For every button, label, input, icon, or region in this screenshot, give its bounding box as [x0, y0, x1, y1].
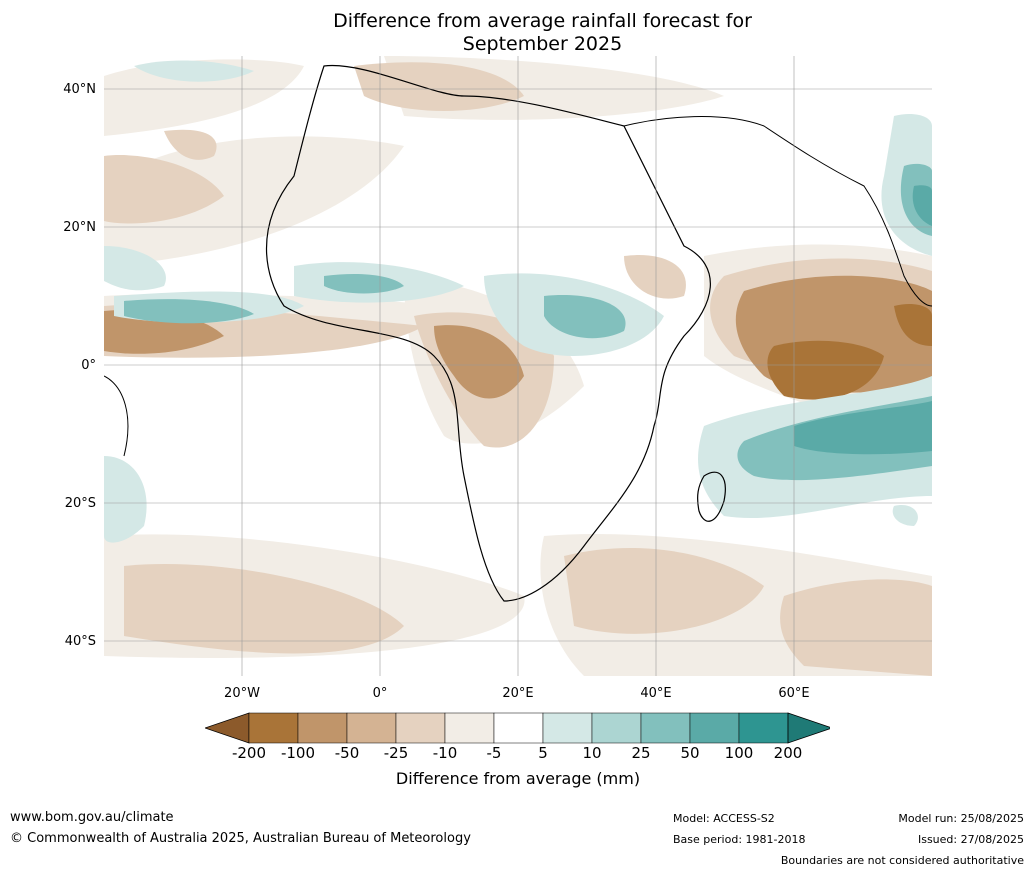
colorbar-segment: [444, 712, 495, 744]
africa-outline: [104, 64, 932, 602]
footer-copyright: © Commonwealth of Australia 2025, Austra…: [10, 831, 471, 846]
map-title: Difference from average rainfall forecas…: [230, 10, 855, 56]
colorbar-tick-label: -200: [231, 744, 267, 762]
footer-disclaimer: Boundaries are not considered authoritat…: [780, 854, 1024, 867]
colorbar-segment: [591, 712, 642, 744]
lat-label-40s: 40°S: [64, 634, 96, 649]
colorbar-segment: [738, 712, 789, 744]
colorbar-tick-label: -100: [280, 744, 316, 762]
colorbar-tick-label: 100: [724, 744, 754, 762]
dry-anomaly-core: [767, 304, 932, 400]
footer-base-period: Base period: 1981-2018: [673, 833, 806, 846]
lat-label-20n: 20°N: [63, 220, 96, 235]
colorbar-segment: [248, 712, 299, 744]
colorbar-segment: [640, 712, 691, 744]
colorbar-tick-label: 50: [680, 744, 700, 762]
colorbar-segment: [542, 712, 593, 744]
rainfall-map: [104, 56, 932, 676]
colorbar-extend-high: [787, 712, 830, 744]
lon-label-60e: 60°E: [778, 686, 810, 701]
colorbar-title: Difference from average (mm): [395, 769, 641, 788]
lat-label-20s: 20°S: [64, 496, 96, 511]
footer-model: Model: ACCESS-S2: [673, 812, 775, 825]
lat-label-0: 0°: [81, 358, 96, 373]
footer-model-run: Model run: 25/08/2025: [898, 812, 1024, 825]
colorbar-tick-label: -10: [432, 744, 458, 762]
colorbar-segment: [395, 712, 446, 744]
lon-label-40e: 40°E: [640, 686, 672, 701]
colorbar-segment: [689, 712, 740, 744]
lon-label-0: 0°: [372, 686, 388, 701]
map-canvas: [104, 56, 932, 676]
footer-issued: Issued: 27/08/2025: [917, 833, 1024, 846]
colorbar-tick-label: 10: [582, 744, 602, 762]
colorbar-tick-label: -5: [486, 744, 502, 762]
colorbar-segment: [297, 712, 348, 744]
colorbar-tick-label: 200: [773, 744, 803, 762]
colorbar-tick-label: 5: [538, 744, 548, 762]
colorbar-segment: [346, 712, 397, 744]
title-line-2: September 2025: [462, 33, 623, 55]
title-line-1: Difference from average rainfall forecas…: [333, 10, 752, 32]
graticule: [104, 56, 932, 676]
colorbar-tick-label: -50: [334, 744, 360, 762]
wet-anomaly-strong: [794, 185, 932, 455]
colorbar-tick-label: -25: [383, 744, 409, 762]
lon-label-20e: 20°E: [502, 686, 534, 701]
colorbar: [205, 712, 830, 744]
lat-label-40n: 40°N: [63, 82, 96, 97]
colorbar-extend-low: [205, 712, 250, 744]
lon-label-20w: 20°W: [224, 686, 260, 701]
colorbar-tick-label: 25: [631, 744, 651, 762]
footer-website[interactable]: www.bom.gov.au/climate: [10, 810, 174, 825]
colorbar-segment: [493, 712, 544, 744]
